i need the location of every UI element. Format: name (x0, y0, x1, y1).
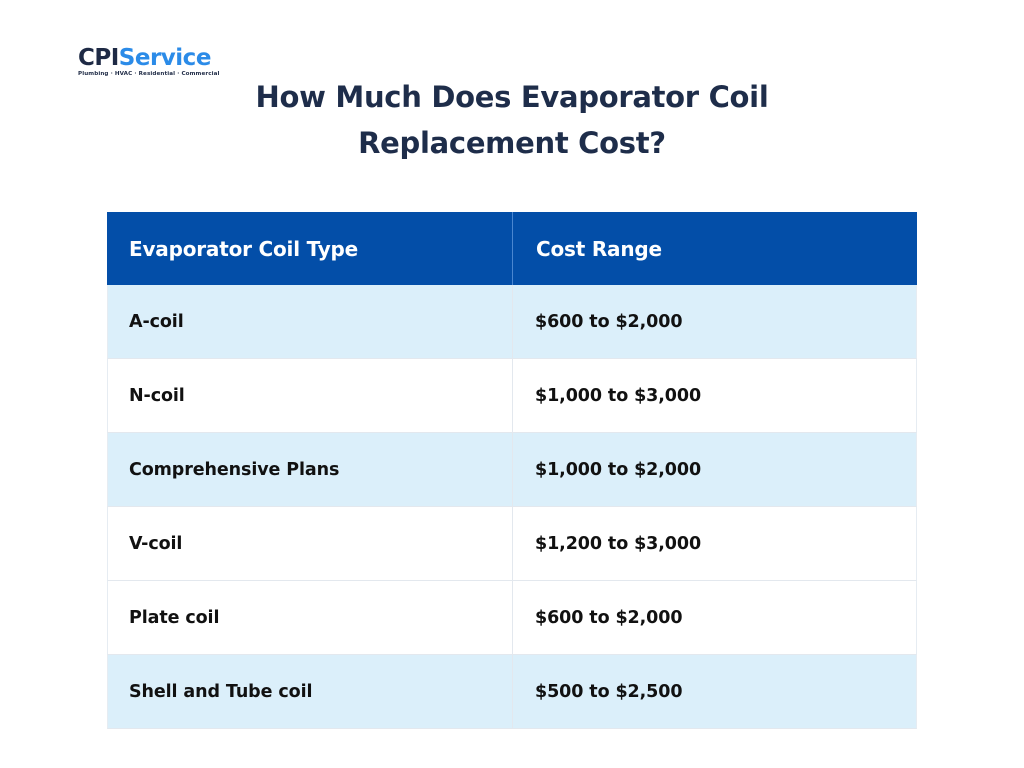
page-title: How Much Does Evaporator Coil Replacemen… (0, 74, 1024, 166)
cell-cost-range: $1,000 to $2,000 (512, 433, 916, 506)
logo-tagline: Plumbing · HVAC · Residential · Commerci… (78, 71, 220, 77)
cell-coil-type: Plate coil (129, 607, 220, 628)
cell-cost-range: $600 to $2,000 (512, 581, 916, 654)
cell-coil-type: Shell and Tube coil (129, 681, 313, 702)
header-coil-type: Evaporator Coil Type (129, 236, 359, 261)
cell-cost-range: $1,200 to $3,000 (512, 507, 916, 580)
logo-service-text: Service (118, 45, 212, 71)
table-row: V-coil $1,200 to $3,000 (107, 507, 917, 581)
table-row: N-coil $1,000 to $3,000 (107, 359, 917, 433)
table-header: Evaporator Coil Type Cost Range (107, 212, 917, 285)
logo-wordmark: CPIService (78, 46, 220, 70)
title-line-2: Replacement Cost? (358, 126, 666, 160)
cell-cost-range: $1,000 to $3,000 (512, 359, 916, 432)
cell-coil-type: A-coil (129, 311, 184, 332)
table-row: Plate coil $600 to $2,000 (107, 581, 917, 655)
cell-cost-range: $600 to $2,000 (512, 285, 916, 358)
header-cost-range: Cost Range (512, 212, 917, 285)
cell-coil-type: N-coil (129, 385, 185, 406)
cell-coil-type: Comprehensive Plans (129, 459, 340, 480)
cell-coil-type: V-coil (129, 533, 183, 554)
cell-cost-range: $500 to $2,500 (512, 655, 916, 728)
company-logo: CPIService Plumbing · HVAC · Residential… (78, 46, 220, 77)
title-line-1: How Much Does Evaporator Coil (255, 80, 769, 114)
table-row: A-coil $600 to $2,000 (107, 285, 917, 359)
table-row: Shell and Tube coil $500 to $2,500 (107, 655, 917, 729)
table-row: Comprehensive Plans $1,000 to $2,000 (107, 433, 917, 507)
logo-cpi-text: CPI (78, 45, 119, 71)
cost-table: Evaporator Coil Type Cost Range A-coil $… (107, 212, 917, 729)
